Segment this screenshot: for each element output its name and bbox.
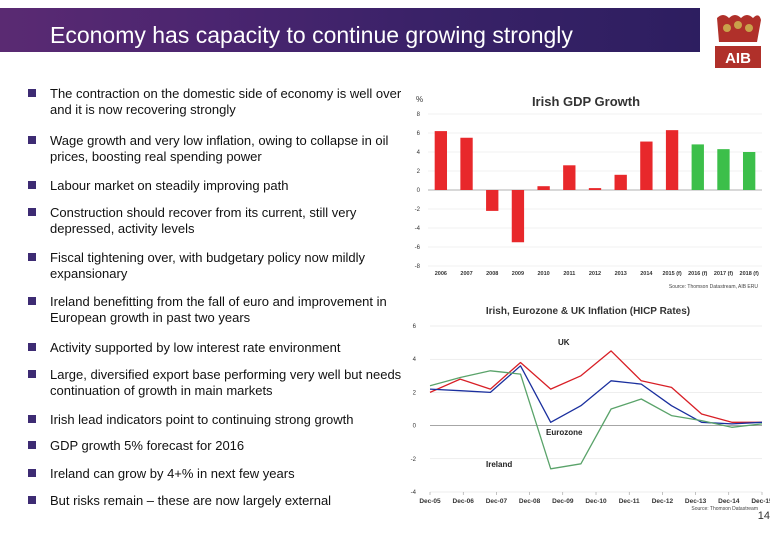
gdp-bar-2009 bbox=[511, 190, 525, 243]
inflation-line-eurozone bbox=[429, 365, 763, 425]
inflation-line-uk bbox=[429, 350, 762, 423]
inflation-chart: Irish, Eurozone & UK Inflation (HICP Rat… bbox=[411, 306, 770, 512]
gdp-y-tick-label: -4 bbox=[415, 226, 421, 232]
gdp-bar-2013 bbox=[614, 174, 627, 190]
page-title: Economy has capacity to continue growing… bbox=[50, 22, 573, 48]
gdp-bar-2014 bbox=[640, 141, 653, 190]
bullet-square-icon bbox=[28, 370, 36, 378]
gdp-x-tick-label: 2009 bbox=[512, 271, 524, 277]
inflation-x-tick-label: Dec-07 bbox=[486, 498, 508, 505]
inflation-x-tick-label: Dec-10 bbox=[585, 498, 607, 505]
gdp-x-tick-label: 2006 bbox=[435, 271, 447, 277]
gdp-bar-2008 bbox=[486, 190, 499, 211]
gdp-x-tick-label: 2007 bbox=[460, 271, 472, 277]
gdp-y-tick-label: -6 bbox=[415, 245, 421, 251]
gdp-x-tick-label: 2008 bbox=[486, 271, 498, 277]
series-label-eurozone: Eurozone bbox=[546, 428, 583, 437]
gdp-x-tick-label: 2012 bbox=[589, 271, 601, 277]
bullet-square-icon bbox=[28, 343, 36, 351]
header: Economy has capacity to continue growing… bbox=[0, 0, 780, 78]
inflation-x-tick-label: Dec-11 bbox=[619, 498, 640, 505]
gdp-y-tick-label: 4 bbox=[417, 150, 421, 156]
title-bar: Economy has capacity to continue growing… bbox=[0, 8, 700, 52]
bullet-square-icon bbox=[28, 441, 36, 449]
inflation-line-ireland bbox=[429, 370, 763, 470]
gdp-x-tick-label: 2011 bbox=[563, 271, 575, 277]
inflation-chart-title: Irish, Eurozone & UK Inflation (HICP Rat… bbox=[486, 306, 690, 317]
bullet-square-icon bbox=[28, 208, 36, 216]
inflation-y-tick-label: 2 bbox=[413, 390, 417, 396]
inflation-y-tick-label: 0 bbox=[413, 424, 417, 430]
bullet-square-icon bbox=[28, 297, 36, 305]
gdp-bar-2012 bbox=[588, 188, 602, 190]
inflation-y-tick-label: 6 bbox=[413, 324, 417, 330]
gdp-y-unit: % bbox=[416, 95, 423, 104]
gdp-y-tick-label: 6 bbox=[417, 131, 421, 137]
gdp-bar-2007 bbox=[460, 137, 473, 190]
bullet-square-icon bbox=[28, 415, 36, 423]
inflation-x-tick-label: Dec-13 bbox=[685, 498, 707, 505]
gdp-x-tick-label: 2018 (f) bbox=[740, 271, 759, 277]
gdp-bar-2018f bbox=[742, 152, 756, 190]
gdp-y-tick-label: 2 bbox=[417, 169, 421, 175]
inflation-source: Source: Thomson Datastream bbox=[691, 506, 758, 512]
gdp-y-tick-label: -8 bbox=[415, 264, 421, 270]
page-number: 14 bbox=[757, 510, 770, 522]
gdp-x-tick-label: 2014 bbox=[640, 271, 653, 277]
gdp-bar-2010 bbox=[537, 186, 550, 190]
series-label-uk: UK bbox=[558, 338, 570, 347]
inflation-y-tick-label: -2 bbox=[411, 457, 417, 463]
gdp-chart-title: Irish GDP Growth bbox=[532, 94, 640, 109]
inflation-x-tick-label: Dec-06 bbox=[453, 498, 475, 505]
bullet-square-icon bbox=[28, 469, 36, 477]
inflation-y-tick-label: -4 bbox=[411, 490, 417, 496]
inflation-x-tick-label: Dec-09 bbox=[552, 498, 574, 505]
bullet-square-icon bbox=[28, 253, 36, 261]
bullet-square-icon bbox=[28, 496, 36, 504]
inflation-x-tick-label: Dec-05 bbox=[419, 498, 441, 505]
gdp-x-tick-label: 2016 (f) bbox=[688, 271, 707, 277]
bullet-square-icon bbox=[28, 89, 36, 97]
gdp-x-tick-label: 2017 (f) bbox=[714, 271, 733, 277]
gdp-bar-2006 bbox=[434, 131, 448, 190]
gdp-source: Source: Thomson Datastream, AIB ERU bbox=[669, 284, 759, 290]
inflation-x-tick-label: Dec-14 bbox=[718, 498, 740, 505]
inflation-x-tick-label: Dec-15 bbox=[751, 498, 770, 505]
gdp-bar-2017f bbox=[717, 149, 730, 190]
gdp-bar-2015f bbox=[665, 130, 679, 190]
gdp-bar-2011 bbox=[563, 165, 576, 190]
svg-text:AIB: AIB bbox=[725, 50, 751, 67]
bullet-square-icon bbox=[28, 136, 36, 144]
bullet-square-icon bbox=[28, 181, 36, 189]
aib-logo: AIB bbox=[709, 10, 767, 78]
gdp-x-tick-label: 2015 (f) bbox=[662, 271, 681, 277]
inflation-y-tick-label: 4 bbox=[413, 357, 417, 363]
gdp-x-tick-label: 2013 bbox=[615, 271, 627, 277]
charts-panel: Irish GDP Growth % 8 6 4 2 0 -2 -4 -6 -8 2006 200… bbox=[400, 86, 780, 526]
inflation-x-tick-label: Dec-08 bbox=[519, 498, 541, 505]
series-label-ireland: Ireland bbox=[486, 460, 512, 469]
gdp-growth-chart: Irish GDP Growth % 8 6 4 2 0 -2 -4 -6 -8 2006 200… bbox=[415, 94, 762, 290]
gdp-y-tick-label: 0 bbox=[417, 188, 421, 194]
gdp-bar-2016f bbox=[691, 144, 704, 190]
gdp-y-tick-label: 8 bbox=[417, 112, 421, 118]
gdp-x-tick-label: 2010 bbox=[537, 271, 549, 277]
inflation-x-tick-label: Dec-12 bbox=[652, 498, 674, 505]
gdp-y-tick-label: -2 bbox=[415, 207, 421, 213]
